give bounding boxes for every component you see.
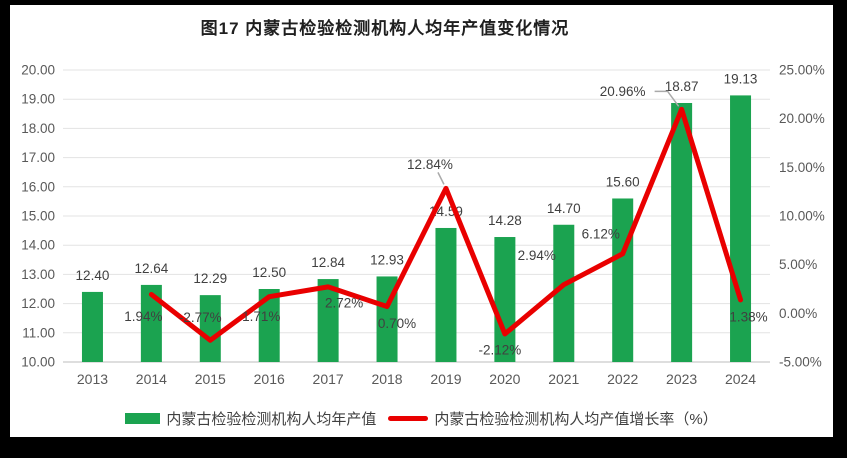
- growth-rate-label: 2.72%: [325, 295, 363, 310]
- growth-rate-label: 0.70%: [378, 316, 416, 331]
- bar-value-label: 12.93: [370, 252, 404, 267]
- legend-label-bar-series: 内蒙古检验检测机构人均年产值: [166, 411, 377, 428]
- left-axis-tick-label: 15.00: [21, 209, 55, 224]
- right-axis-tick-label: 20.00%: [779, 111, 825, 126]
- left-axis-tick-label: 17.00: [21, 150, 55, 165]
- left-axis-tick-label: 20.00: [21, 63, 55, 78]
- line-series-swatch-icon: [388, 416, 429, 421]
- legend-label-line-series: 内蒙古检验检测机构人均产值增长率（%）: [434, 411, 718, 428]
- bar: [258, 289, 280, 362]
- left-axis-tick-label: 19.00: [21, 92, 55, 107]
- left-axis-tick-label: 11.00: [22, 325, 55, 340]
- bar: [612, 198, 634, 362]
- right-axis-tick-label: 25.00%: [779, 63, 825, 78]
- x-axis-category-label: 2013: [77, 371, 108, 387]
- growth-rate-label: -2.12%: [478, 342, 521, 357]
- x-axis-category-label: 2021: [548, 371, 579, 387]
- growth-rate-label: 2.94%: [518, 248, 556, 263]
- bar-value-label: 12.64: [134, 261, 168, 276]
- x-axis-category-label: 2014: [136, 371, 167, 387]
- bar: [435, 227, 457, 362]
- bar-series-swatch-icon: [125, 413, 161, 424]
- growth-rate-label: 1.71%: [242, 309, 280, 324]
- x-axis-category-label: 2023: [666, 371, 697, 387]
- growth-rate-label: 20.96%: [600, 84, 646, 99]
- chart-legend: 内蒙古检验检测机构人均年产值 内蒙古检验检测机构人均产值增长率（%）: [10, 408, 833, 429]
- bar-value-label: 12.50: [252, 265, 286, 280]
- left-axis-tick-label: 18.00: [21, 121, 55, 136]
- growth-rate-label: 6.12%: [582, 226, 620, 241]
- left-axis-tick-label: 13.00: [21, 267, 55, 282]
- chart-card: 图17 内蒙古检验检测机构人均年产值变化情况 20.00 19.00 18.00 17…: [10, 5, 833, 437]
- legend-item-line-series: 内蒙古检验检测机构人均产值增长率（%）: [388, 408, 718, 429]
- bar-value-label: 15.60: [606, 174, 640, 189]
- x-axis-category-label: 2015: [195, 371, 226, 387]
- x-axis-category-label: 2020: [489, 371, 520, 387]
- right-axis-tick-label: 0.00%: [779, 306, 817, 321]
- combo-chart-plot: 20.00 19.00 18.00 17.00 16.00 15.00 14.00 13.00…: [21, 63, 825, 388]
- x-axis-category-label: 2024: [725, 371, 756, 387]
- bar-value-label: 12.29: [193, 271, 227, 286]
- right-axis-tick-label: -5.00%: [779, 355, 822, 370]
- left-axis-tick-label: 10.00: [21, 355, 55, 370]
- bar: [140, 284, 162, 362]
- growth-rate-label: 1.94%: [124, 309, 162, 324]
- growth-rate-label: 1.38%: [729, 309, 767, 324]
- bar: [730, 95, 752, 363]
- leader-line: [437, 172, 445, 185]
- growth-rate-label: 12.84%: [407, 157, 453, 172]
- bar-value-label: 18.87: [665, 79, 699, 94]
- leader-line: [654, 90, 680, 107]
- x-axis-category-label: 2022: [607, 371, 638, 387]
- right-axis-tick-label: 5.00%: [779, 257, 817, 272]
- bar-value-label: 14.28: [488, 213, 522, 228]
- left-axis-tick-label: 12.00: [21, 296, 55, 311]
- bar-value-label: 19.13: [724, 71, 758, 86]
- bar: [553, 224, 575, 362]
- left-axis-tick-label: 14.00: [21, 238, 55, 253]
- bar-value-label: 12.84: [311, 255, 345, 270]
- left-axis-tick-label: 16.00: [21, 179, 55, 194]
- legend-item-bar-series: 内蒙古检验检测机构人均年产值: [125, 408, 376, 429]
- growth-rate-line: [148, 106, 744, 343]
- chart-title: 图17 内蒙古检验检测机构人均年产值变化情况: [200, 19, 570, 38]
- bar: [317, 279, 339, 362]
- right-axis-tick-label: 15.00%: [779, 160, 825, 175]
- x-axis-category-label: 2019: [430, 371, 461, 387]
- bar: [199, 295, 221, 362]
- bar-value-label: 14.70: [547, 201, 581, 216]
- growth-rate-label: -2.77%: [179, 310, 222, 325]
- right-axis-tick-label: 10.00%: [779, 209, 825, 224]
- bar: [81, 291, 103, 362]
- x-axis-category-label: 2018: [371, 371, 402, 387]
- bar: [671, 102, 693, 362]
- x-axis-category-label: 2016: [254, 371, 285, 387]
- bar-value-label: 12.40: [76, 268, 110, 283]
- x-axis-category-label: 2017: [313, 371, 344, 387]
